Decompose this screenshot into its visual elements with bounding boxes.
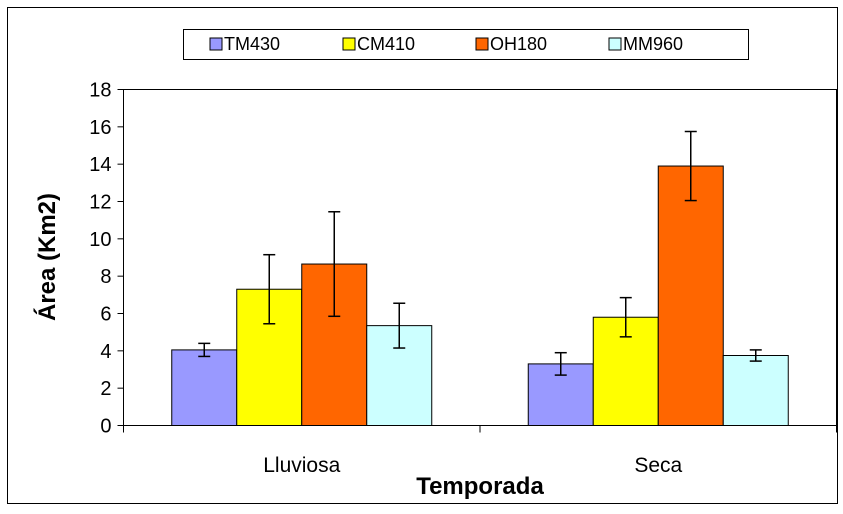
bars: [171, 130, 789, 427]
legend-swatch-oh180: [475, 37, 489, 51]
legend-label-mm960: MM960: [623, 34, 683, 54]
bar-tm430-lluviosa: [171, 349, 238, 426]
y-tick-label: 12: [89, 192, 111, 214]
legend-swatch-mm960: [608, 37, 622, 51]
legend: TM430 CM410 OH180 MM960: [183, 29, 749, 60]
legend-label-cm410: CM410: [357, 34, 415, 54]
legend-swatch-cm410: [342, 37, 356, 51]
y-tick-label: 6: [100, 304, 111, 326]
y-axis-title: Área (Km2): [33, 193, 61, 321]
y-tick-label: 16: [89, 117, 111, 139]
category-label: Seca: [634, 454, 682, 477]
y-tick-label: 4: [100, 341, 111, 363]
y-tick-label: 10: [89, 229, 111, 251]
legend-label-oh180: OH180: [490, 34, 547, 54]
y-tick-label: 18: [89, 80, 111, 102]
y-axis: 0 2 4 6 8 10 12 14 16 18: [89, 80, 124, 438]
legend-swatch-tm430: [209, 37, 223, 51]
legend-label-tm430: TM430: [224, 34, 280, 54]
x-axis-title: Temporada: [416, 473, 544, 500]
bar-mm960-seca: [722, 355, 789, 426]
y-tick-label: 8: [100, 266, 111, 288]
y-tick-label: 14: [89, 154, 111, 176]
category-label: Lluviosa: [263, 454, 340, 477]
x-axis: [123, 425, 837, 433]
legend-box: [183, 29, 749, 60]
category-labels: Lluviosa Seca: [263, 454, 682, 477]
y-tick-label: 0: [100, 416, 111, 438]
bar-oh180-seca: [657, 165, 724, 427]
y-tick-label: 2: [100, 378, 111, 400]
